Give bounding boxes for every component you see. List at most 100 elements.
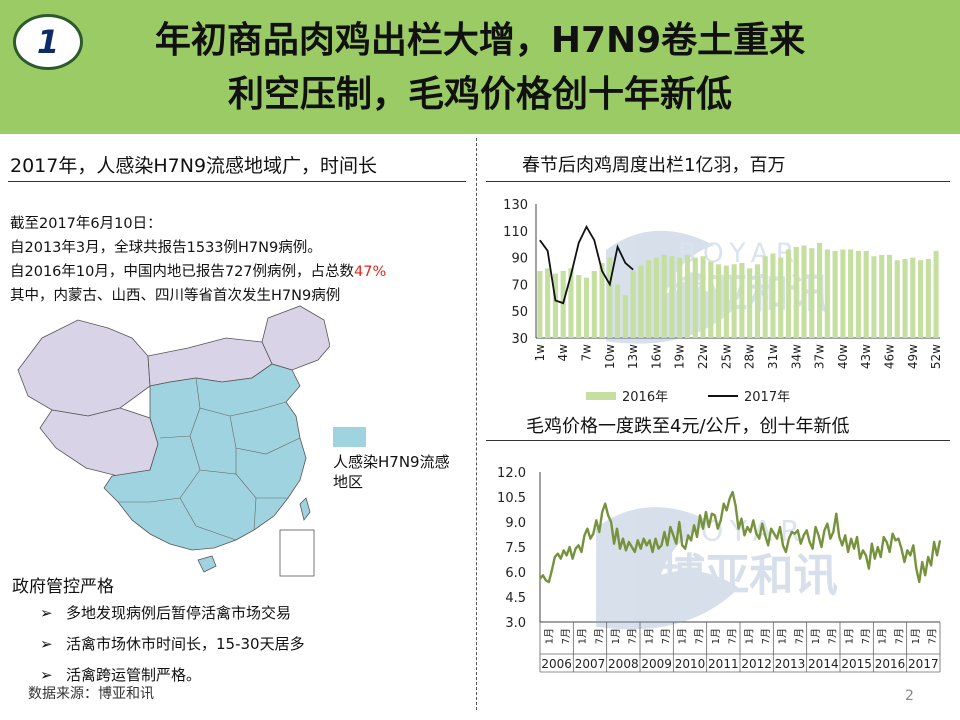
- slide-title-line-2: 利空压制，毛鸡价格创十年新低: [227, 74, 732, 115]
- month-tick-label: 7月: [760, 628, 772, 644]
- bar-2016: [576, 275, 582, 338]
- map-region-northeast: [261, 305, 330, 371]
- x-tick-label: 7w: [580, 344, 594, 362]
- month-tick-label: 7月: [693, 628, 705, 644]
- control-heading: 政府管控严格: [12, 577, 114, 597]
- month-tick-label: 1月: [777, 628, 789, 644]
- month-tick-label: 7月: [593, 628, 605, 644]
- month-tick-label: 1月: [543, 628, 555, 644]
- price-line: [539, 490, 942, 584]
- year-label: 2011: [708, 657, 739, 671]
- bar-2016: [739, 262, 745, 338]
- note-percentage: 47%: [354, 264, 387, 280]
- bullet-item: ➢ 活禽跨运管制严格。: [40, 664, 201, 685]
- note-date: 截至2017年6月10日：: [10, 216, 162, 232]
- bar-2016: [801, 245, 807, 338]
- year-label: 2007: [575, 657, 606, 671]
- watermark-chinese: 博亚和讯: [661, 550, 838, 601]
- bar-2016: [684, 254, 691, 338]
- bullet-item: ➢ 多地发现病例后暂停活禽市场交易: [40, 602, 291, 623]
- month-tick-label: 7月: [793, 628, 805, 644]
- map-legend-label: 人感染H7N9流感地区: [333, 453, 450, 491]
- x-tick-label: 49w: [906, 344, 920, 369]
- bar-2016: [591, 271, 597, 338]
- bar-2016: [692, 257, 698, 338]
- x-tick-label: 31w: [766, 344, 780, 369]
- bar-2016: [910, 257, 916, 338]
- note-mainland-text: 自2016年10月，中国内地已报告727例病例，占总数: [10, 264, 355, 280]
- x-tick-label: 37w: [813, 344, 827, 369]
- bar-2016: [723, 265, 729, 338]
- month-tick-label: 7月: [827, 628, 839, 644]
- map-legend-swatch: [333, 427, 366, 447]
- bar-2016: [731, 264, 737, 338]
- bar-2016: [630, 271, 636, 338]
- bullet-item: ➢ 活禽市场休市时间长，15-30天居多: [40, 633, 305, 654]
- arrow-bullet-icon: ➢: [40, 635, 53, 653]
- y-tick-label: 12.0: [497, 466, 526, 481]
- bar-2016: [863, 250, 869, 338]
- map-region-xinjiang: [17, 319, 151, 417]
- x-tick-label: 46w: [883, 344, 897, 369]
- chart1-title-rule: [486, 181, 950, 182]
- bar-2016: [607, 257, 613, 338]
- legend-label-2017: 2017年: [744, 390, 790, 405]
- year-label: 2013: [775, 657, 806, 671]
- bar-2016: [832, 250, 838, 338]
- arrow-bullet-icon: ➢: [40, 604, 53, 622]
- y-tick-label: 50: [511, 305, 528, 320]
- x-tick-label: 43w: [859, 344, 873, 369]
- month-tick-label: 1月: [743, 628, 755, 644]
- bar-2016: [661, 254, 667, 338]
- title-banner: [0, 0, 960, 134]
- year-label: 2012: [741, 657, 772, 671]
- bar-2016: [770, 253, 776, 338]
- bar-2016: [545, 268, 551, 338]
- year-label: 2006: [541, 657, 572, 671]
- month-tick-label: 7月: [727, 628, 739, 644]
- year-label: 2017: [908, 657, 939, 671]
- bar-2016: [653, 257, 659, 338]
- year-label: 2016: [875, 657, 906, 671]
- bar-2016: [785, 249, 792, 338]
- note-global-cases: 自2013年3月，全球共报告1533例H7N9病例。: [10, 240, 322, 256]
- y-tick-label: 9.0: [505, 516, 526, 531]
- month-tick-label: 1月: [843, 628, 855, 644]
- bar-2016: [747, 268, 753, 338]
- y-tick-label: 7.5: [505, 541, 526, 556]
- y-tick-label: 130: [503, 198, 528, 213]
- bar-2016: [886, 254, 893, 338]
- year-label: 2015: [841, 657, 872, 671]
- chart2-title-rule: [486, 440, 950, 441]
- bar-2016: [879, 254, 885, 338]
- bar-2016: [762, 256, 768, 338]
- month-tick-label: 7月: [860, 628, 872, 644]
- x-tick-label: 34w: [789, 344, 803, 369]
- x-tick-label: 10w: [603, 344, 617, 369]
- chart2-title: 毛鸡价格一度跌至4元/公斤，创十年新低: [526, 416, 850, 437]
- bar-2016: [677, 257, 683, 338]
- bar-2016: [778, 257, 784, 338]
- bullet-text: 活禽市场休市时间长，15-30天居多: [66, 635, 305, 653]
- y-tick-label: 4.5: [505, 591, 526, 606]
- map-province-borders: [118, 377, 301, 541]
- month-tick-label: 7月: [627, 628, 639, 644]
- bar-2016: [708, 261, 714, 338]
- bar-2016: [809, 248, 815, 338]
- y-tick-label: 70: [511, 278, 528, 293]
- left-section-heading: 2017年，人感染H7N9流感地域广，时间长: [10, 155, 378, 177]
- map-inset-box: [279, 529, 315, 577]
- y-tick-label: 3.0: [505, 616, 526, 631]
- data-source-note: 数据来源：博亚和讯: [28, 686, 154, 702]
- bar-2016: [622, 295, 628, 338]
- weekly-output-chart: 30507090110130BOYAR博亚和讯1w4w7w10w13w16w19…: [503, 198, 943, 405]
- line-2017: [539, 224, 634, 305]
- bar-2016: [537, 271, 543, 338]
- note-new-provinces: 其中，内蒙古、山西、四川等省首次发生H7N9病例: [10, 288, 341, 304]
- bar-2016: [638, 265, 644, 338]
- bullet-text: 多地发现病例后暂停活禽市场交易: [66, 604, 292, 622]
- x-tick-label: 22w: [696, 344, 710, 369]
- map-taiwan: [299, 497, 311, 521]
- x-tick-label: 52w: [929, 344, 943, 369]
- bar-2016: [871, 256, 877, 338]
